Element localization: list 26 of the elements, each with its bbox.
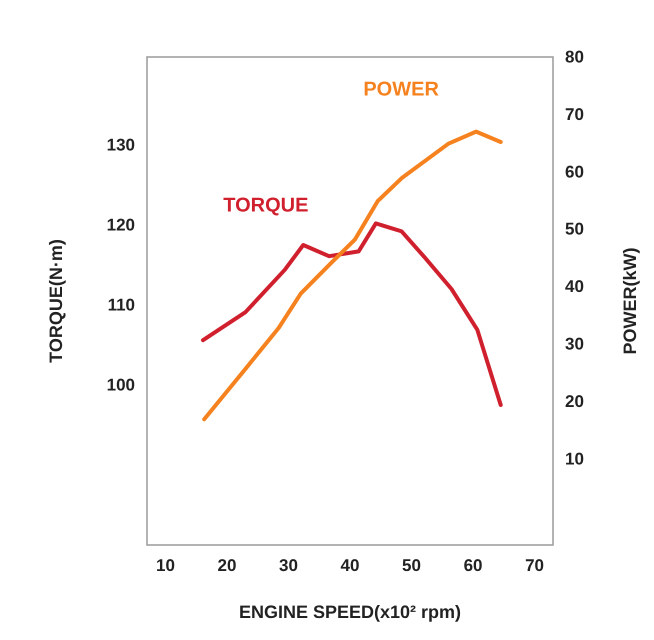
text: POWER	[363, 78, 440, 101]
y2-tick-label: 80	[565, 48, 584, 66]
y2-tick-label: 40	[565, 277, 584, 296]
y-tick-label: 130	[106, 136, 135, 154]
y2-tick-label: 30	[565, 334, 584, 354]
x-tick-label: 40	[340, 556, 360, 575]
y2-tick-label: 60	[565, 162, 584, 182]
y2-tick-label: 50	[565, 220, 584, 239]
x-tick-label: 20	[218, 556, 236, 575]
y2-tick-label: 10	[565, 449, 584, 468]
x-tick-label: 10	[156, 556, 175, 575]
y-tick-label: 120	[106, 216, 135, 234]
y-tick-label: 100	[106, 376, 135, 394]
line-series	[200, 221, 503, 407]
x-tick-label: 50	[402, 556, 421, 575]
x-axis-title: ENGINE SPEED(x10² rpm)	[238, 602, 462, 622]
line-series	[202, 130, 503, 422]
series-label: TORQUE	[223, 194, 308, 216]
y2-tick-label: 70	[565, 104, 584, 124]
y-tick-label: 110	[108, 296, 135, 314]
x-tick-label: 70	[525, 556, 544, 575]
x-tick-label: 30	[279, 556, 298, 575]
y2-tick-label: 20	[565, 392, 584, 411]
y2-axis-title: POWER(kW)	[620, 248, 640, 354]
x-tick-label: 60	[464, 556, 482, 575]
y-axis-title: TORQUE(N·m)	[46, 239, 66, 363]
